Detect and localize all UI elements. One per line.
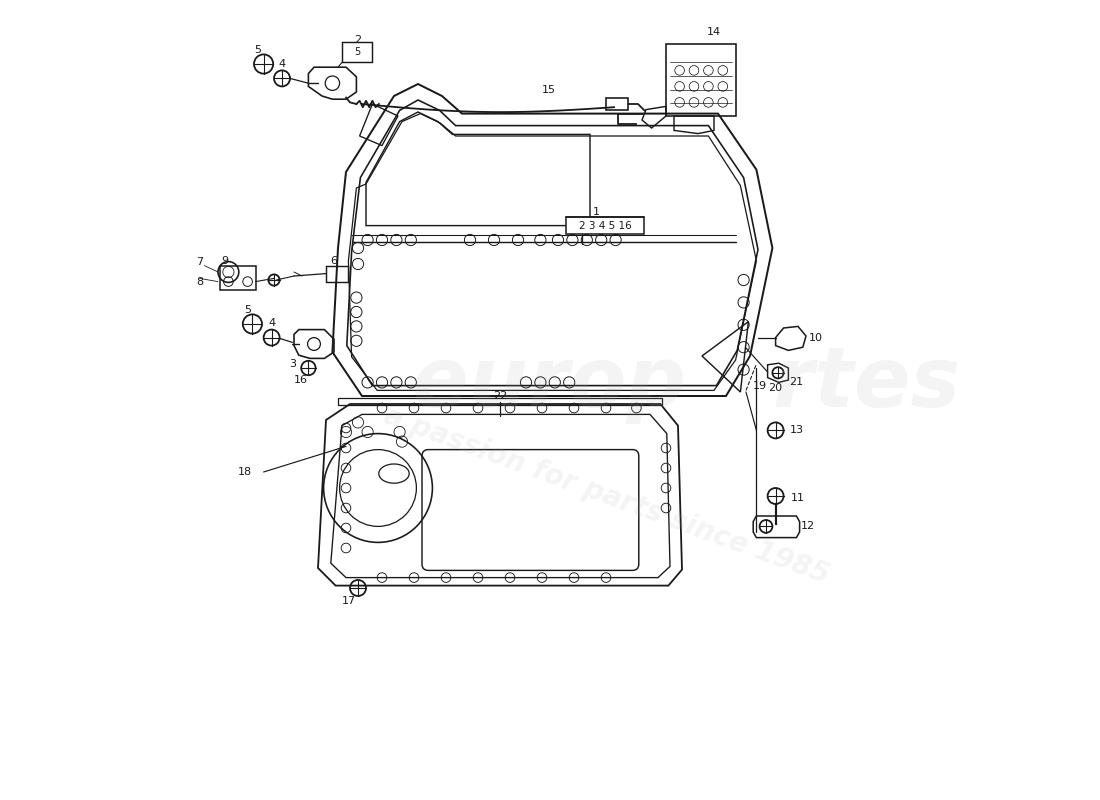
Text: 8: 8 (196, 277, 204, 286)
Text: 12: 12 (801, 522, 815, 531)
Text: 5: 5 (244, 306, 251, 315)
Text: 18: 18 (238, 467, 252, 477)
Text: 3: 3 (289, 359, 296, 369)
Bar (342, 42, 373, 62)
Text: 20: 20 (769, 383, 783, 393)
Text: 19: 19 (752, 381, 767, 390)
Text: 22: 22 (493, 391, 507, 401)
Text: 1: 1 (593, 207, 600, 217)
Text: europ   rtes: europ rtes (412, 343, 960, 425)
Text: 5: 5 (254, 45, 262, 54)
Text: 2: 2 (353, 35, 361, 45)
Text: 4: 4 (268, 318, 275, 328)
Text: 14: 14 (707, 27, 722, 37)
Bar (606, 98, 628, 110)
Text: 10: 10 (808, 333, 823, 342)
Text: 2 3 4 5 16: 2 3 4 5 16 (579, 221, 631, 230)
Text: 6: 6 (330, 256, 338, 266)
Text: 11: 11 (791, 493, 805, 502)
Bar (220, 266, 255, 290)
Text: 15: 15 (541, 86, 556, 95)
Text: 21: 21 (790, 378, 803, 387)
Text: a passion for parts since 1985: a passion for parts since 1985 (379, 402, 833, 590)
Text: 7: 7 (196, 258, 204, 267)
Bar (566, 217, 645, 234)
Text: 16: 16 (294, 375, 307, 385)
Text: 13: 13 (790, 426, 803, 435)
Text: 5: 5 (354, 47, 361, 57)
Text: 17: 17 (341, 596, 355, 606)
Text: 9: 9 (221, 256, 228, 266)
Text: 4: 4 (278, 59, 286, 69)
